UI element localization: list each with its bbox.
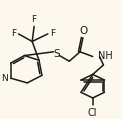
Text: N: N (1, 74, 8, 83)
Text: F: F (32, 15, 37, 25)
Text: NH: NH (98, 51, 112, 61)
Text: F: F (50, 29, 55, 38)
Text: S: S (53, 49, 60, 59)
Text: Cl: Cl (88, 108, 97, 118)
Text: O: O (80, 26, 88, 36)
Text: F: F (11, 29, 17, 38)
